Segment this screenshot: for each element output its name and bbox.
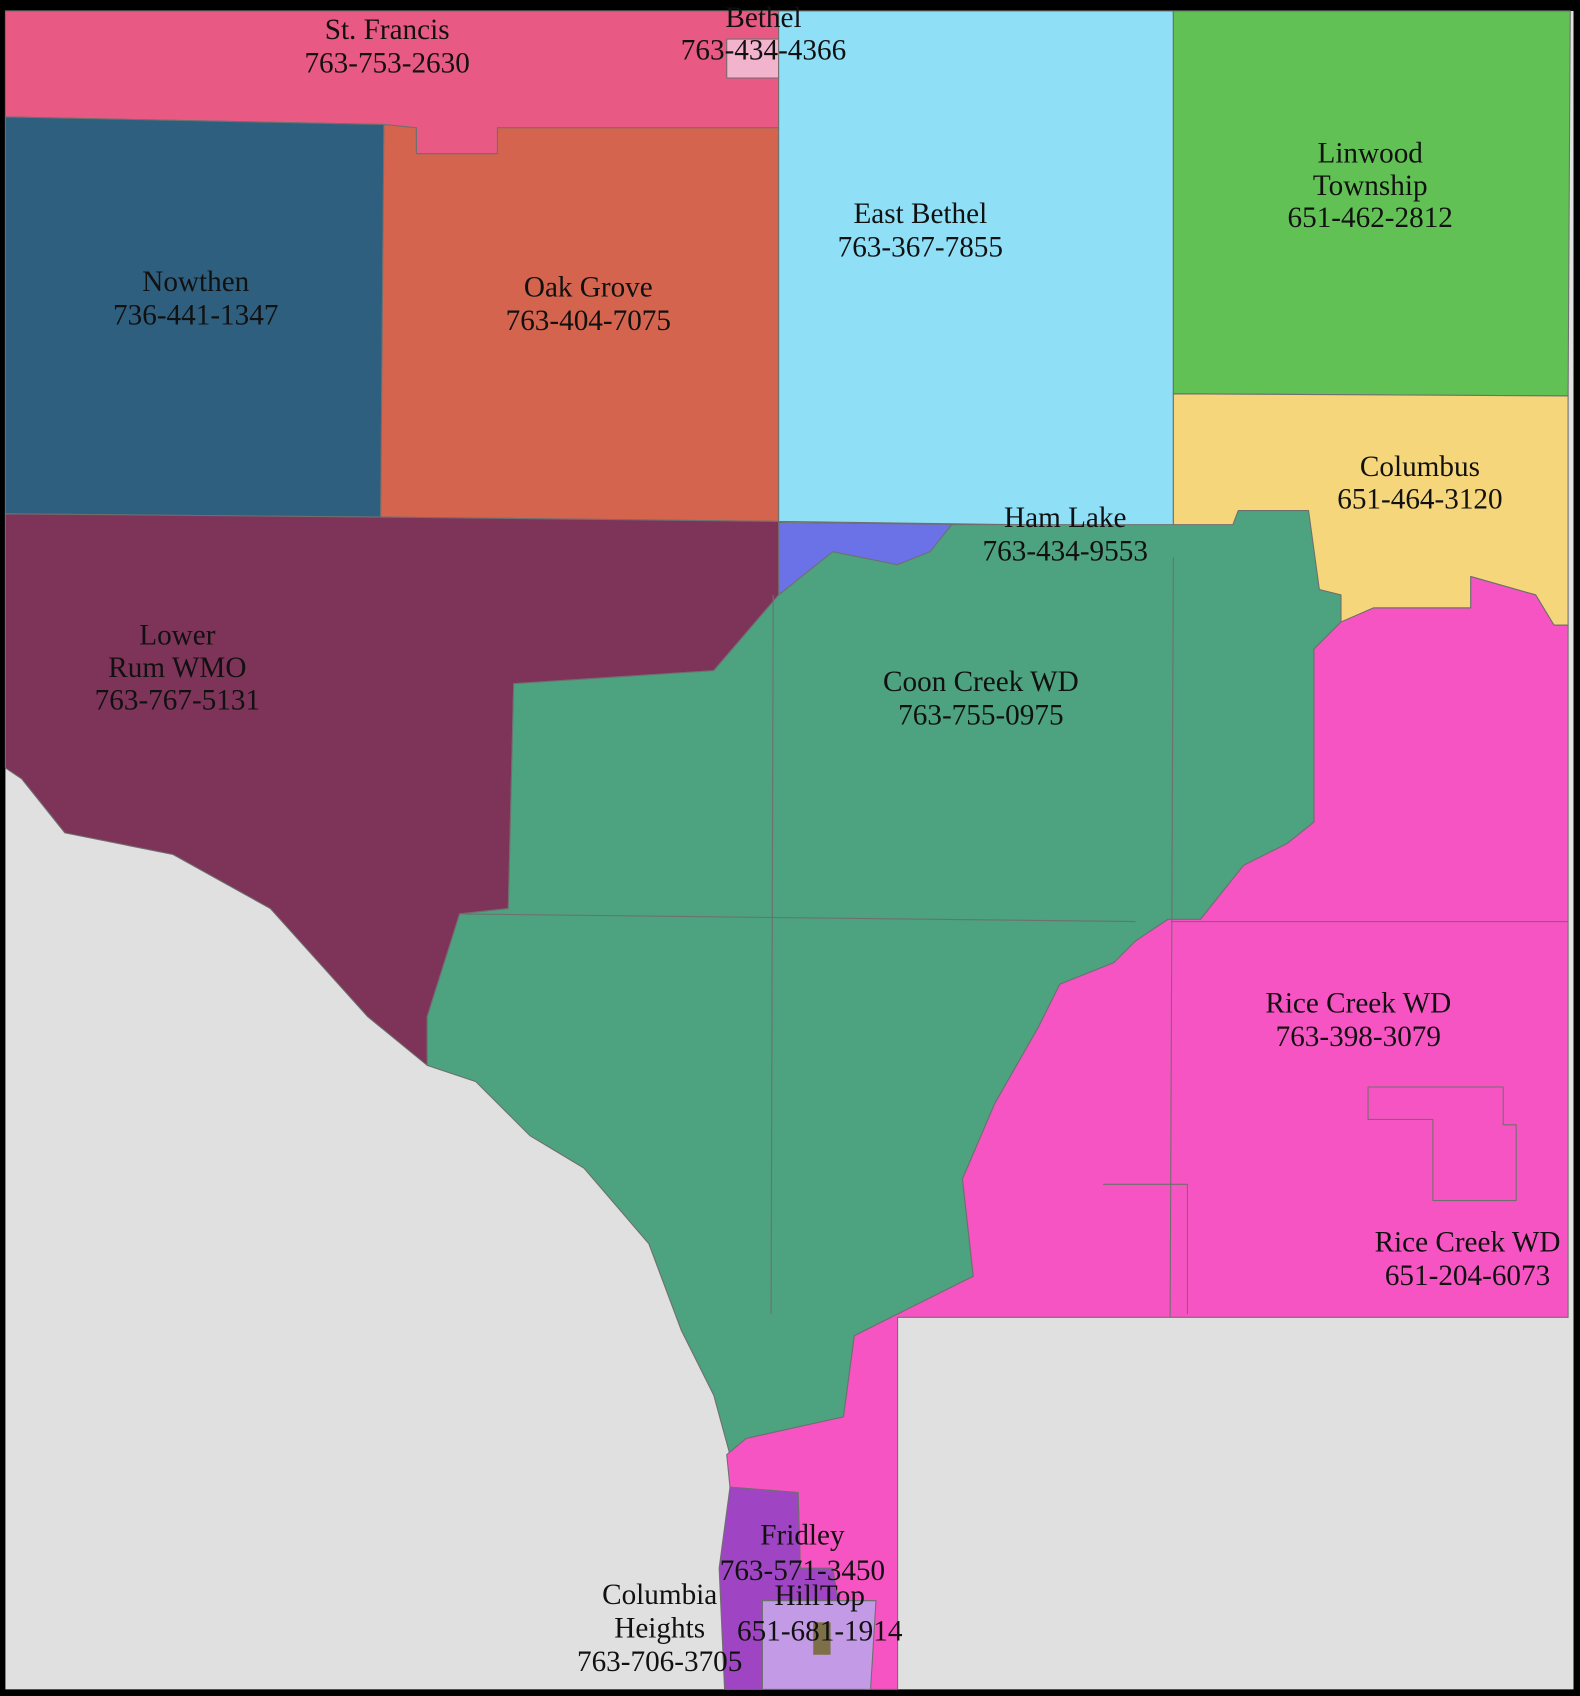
region-phone: 763-753-2630 bbox=[304, 48, 469, 80]
bethel-area bbox=[726, 38, 780, 79]
region-name: HillTop bbox=[775, 1580, 865, 1612]
region-name: Lower bbox=[139, 620, 215, 652]
region-name: Columbia bbox=[602, 1579, 717, 1611]
region-name: Columbus bbox=[1360, 451, 1480, 483]
region-phone: 763-404-7075 bbox=[506, 305, 671, 337]
region-name: Township bbox=[1313, 170, 1428, 202]
region-phone: 736-441-1347 bbox=[113, 300, 278, 332]
east-bethel-area bbox=[778, 10, 1174, 528]
region-name: Ham Lake bbox=[1004, 502, 1126, 534]
region-phone: 763-398-3079 bbox=[1276, 1021, 1441, 1053]
region-phone: 651-681-1914 bbox=[737, 1616, 903, 1648]
region-phone: 651-462-2812 bbox=[1288, 202, 1453, 234]
region-name: Heights bbox=[614, 1612, 705, 1644]
internal-boundaries bbox=[459, 557, 1569, 1318]
region-name: Rice Creek WD bbox=[1375, 1226, 1561, 1258]
region-phone: 651-464-3120 bbox=[1337, 483, 1502, 515]
region-phone: 651-204-6073 bbox=[1385, 1260, 1550, 1292]
region-phone: 763-571-3450 bbox=[720, 1555, 885, 1587]
region-name: St. Francis bbox=[325, 14, 450, 46]
region-phone: 763-434-4366 bbox=[681, 35, 846, 67]
region-name: Fridley bbox=[760, 1519, 845, 1551]
region-phone: 763-755-0975 bbox=[898, 700, 1063, 732]
region-phone: 763-367-7855 bbox=[838, 231, 1003, 263]
region-phone: 763-434-9553 bbox=[983, 535, 1148, 567]
region-phone: 763-706-3705 bbox=[577, 1646, 742, 1678]
small-parcel bbox=[813, 1622, 831, 1655]
region-name: Rum WMO bbox=[108, 652, 246, 684]
region-name: Nowthen bbox=[142, 266, 249, 298]
region-name: Coon Creek WD bbox=[883, 666, 1079, 698]
region-name: East Bethel bbox=[853, 198, 987, 230]
region-name: Bethel bbox=[725, 2, 801, 34]
region-name: Linwood bbox=[1317, 137, 1423, 169]
region-name: Oak Grove bbox=[524, 271, 653, 303]
region-phone: 763-767-5131 bbox=[95, 685, 260, 717]
region-name: Rice Creek WD bbox=[1265, 987, 1451, 1019]
